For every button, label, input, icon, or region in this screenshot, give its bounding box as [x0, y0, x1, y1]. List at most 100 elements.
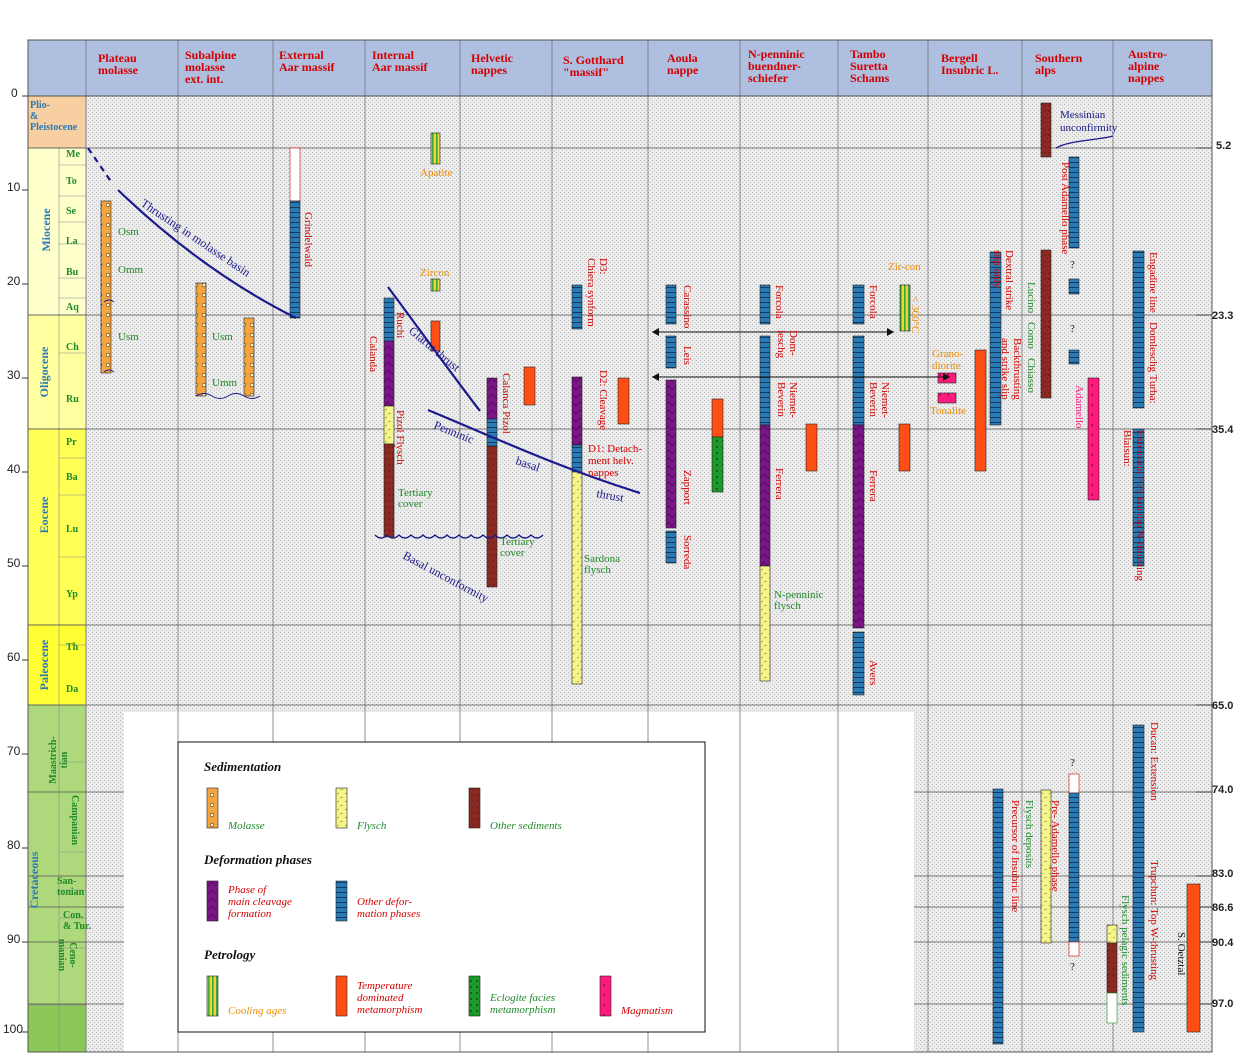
header-external-aar: External Aar massif: [279, 48, 335, 74]
right-age-86-6: 86.6: [1212, 902, 1234, 914]
label-post-adamello: Post Adamello phase: [1059, 162, 1071, 254]
epoch-label-oligocene: Oligocene: [37, 346, 51, 397]
label-s-oetztal: S. Oetztal: [1175, 932, 1187, 975]
legend-swatch-temperature: [335, 975, 348, 1017]
age-tick-80: 80: [7, 838, 21, 852]
stipple-upper: [86, 96, 1212, 708]
bar-gotthard-def1: [571, 284, 583, 330]
arrow-head-1a: [652, 328, 659, 336]
stage-label-11: Yp: [66, 589, 78, 600]
label-dextral-strike-slip: Dextral strikeslip only: [991, 250, 1015, 310]
epoch-band-miocene: [27, 147, 87, 316]
stage-label-15: Campanian: [69, 795, 80, 845]
stage-label-16: San-tonian: [57, 876, 85, 898]
bar-south-open1: [1068, 773, 1080, 794]
label-avers: Avers: [867, 660, 879, 685]
chart-frame: [27, 39, 1213, 1053]
arrow-head-1b: [887, 328, 894, 336]
label-flysch-pelagic: Flysch pelagic sediments: [1119, 895, 1131, 1006]
penninic-basal-thrust: [427, 408, 641, 495]
label-zircon-2: Zir-con: [888, 261, 921, 273]
bar-austro-flysch1: [1106, 924, 1118, 944]
bar-helv-temp: [523, 366, 536, 406]
label-question-2: ?: [1070, 323, 1075, 335]
glarus-thrust-line: [387, 286, 481, 412]
stage-label-1: To: [66, 176, 77, 187]
stage-label-13: Da: [66, 684, 78, 695]
bar-tambo-def2: [852, 335, 865, 426]
right-age-74: 74.0: [1212, 784, 1234, 796]
epoch-label-paleocene: Paleocene: [37, 639, 51, 690]
legend-label-molasse: Molasse: [227, 820, 265, 832]
right-age-35-4: 35.4: [1212, 424, 1234, 436]
label-precursor-insubric: Precursor of Insubric line: [1009, 800, 1021, 912]
arrow-head-2a: [652, 373, 659, 381]
epoch-band-cretaceous-lower: [27, 1004, 87, 1053]
bar-subalpine-int: [243, 317, 255, 397]
stage-label-14: Maastrich-tian: [48, 736, 70, 783]
bar-aoula-def3: [665, 530, 677, 564]
stage-label-7: Ru: [66, 394, 79, 405]
epoch-label-plio: Plio-& Pleistocene: [30, 100, 78, 133]
label-lucino: Lucino: [1025, 282, 1037, 314]
bar-ext-aar-open: [289, 147, 301, 202]
header-internal-aar: Internal Aar massif: [372, 48, 428, 74]
label-tonalite: Tonalite: [930, 405, 966, 417]
bar-npen-flysch: [759, 565, 771, 682]
label-d1: D1: Detach-ment helv. nappes: [588, 443, 642, 479]
age-tick-50: 50: [7, 556, 21, 570]
stage-label-0: Me: [66, 149, 80, 160]
age-tick-100: 100: [3, 1022, 24, 1036]
bar-gotthard-flysch: [571, 471, 583, 685]
bar-south-def3: [1068, 349, 1080, 365]
label-pre-adamello: Pre- Adamello phase: [1049, 800, 1061, 892]
bar-npen-def2: [759, 335, 771, 426]
bar-subalpine-ext: [195, 282, 207, 397]
bar-gotthard-cleav: [571, 376, 583, 446]
legend-swatch-flysch: [335, 787, 348, 829]
label-d3: D3:Chiera synform: [585, 258, 609, 327]
bar-tambo-cleav: [852, 424, 865, 629]
legend-title-deformation: Deformation phases: [203, 852, 312, 867]
label-umm: Umm: [212, 377, 238, 389]
bar-bergell-def: [989, 251, 1002, 426]
label-engadine-line: Engadine line: [1147, 252, 1159, 313]
stage-label-9: Ba: [66, 472, 78, 483]
label-d2: D2: Cleavage: [597, 370, 609, 430]
bar-south-sed1: [1040, 102, 1052, 158]
bar-gotthard-temp: [617, 377, 630, 425]
age-tick-60: 60: [7, 650, 21, 664]
bar-int-aar-def: [383, 297, 395, 342]
header-aoula: Aoula nappe: [667, 51, 699, 77]
bar-south-sed2: [1040, 249, 1052, 399]
text-layer: Plio-& Pleistocene Miocene Oligocene Eocene P…: [27, 100, 1187, 1017]
header-s-gotthard: S. Gotthard "massif": [563, 53, 624, 79]
stage-label-2: Se: [66, 206, 77, 217]
label-thrust: thrust: [595, 486, 625, 505]
bar-south-open2: [1068, 941, 1080, 957]
messinian-arrow: [1055, 135, 1114, 149]
label-calanda: Calanda: [367, 336, 379, 372]
legend-swatch-sediment: [468, 787, 481, 829]
label-tertiary-cover-1: Tertiary cover: [398, 487, 433, 510]
label-grindelwald: Grindelwald: [302, 212, 314, 267]
header-bergell: Bergell Insubric L.: [941, 51, 999, 77]
bar-austro-def2: [1132, 428, 1145, 567]
epoch-label-eocene: Eocene: [37, 496, 51, 533]
basal-unconformity-line: [374, 534, 544, 539]
label-zircon: Zircon: [420, 267, 450, 279]
right-age-97: 97.0: [1212, 998, 1234, 1010]
legend-label-eclogite: Eclogite facies metamorphism: [489, 992, 555, 1016]
label-npenninic-flysch: N-penninic flysch: [774, 589, 824, 612]
stage-label-6: Ch: [66, 342, 79, 353]
label-niemet-beverin-1: Niemet-Beverin: [775, 382, 799, 418]
header-plateau-molasse: Plateau molasse: [98, 51, 138, 77]
label-osm: Osm: [118, 226, 139, 238]
stage-label-4: Bu: [66, 267, 79, 278]
label-backthrusting: Backthrustingand strike slip: [999, 338, 1023, 400]
legend-label-temperature: Temperature dominated metamorphism: [357, 980, 422, 1016]
label-omm: Omm: [118, 264, 144, 276]
plateau-wave-1: [103, 299, 115, 303]
right-age-65: 65.0: [1212, 700, 1234, 712]
